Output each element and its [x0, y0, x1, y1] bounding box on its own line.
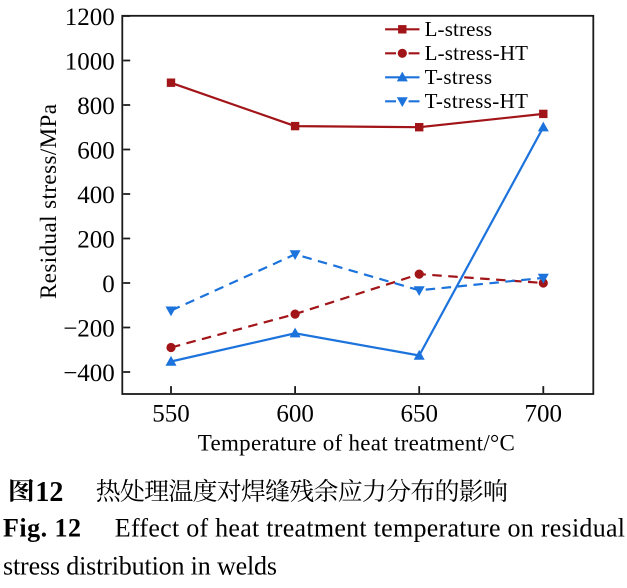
svg-text:12: 12	[35, 477, 63, 508]
svg-text:650: 650	[400, 400, 438, 427]
svg-text:0: 0	[102, 271, 115, 298]
svg-text:stress distribution in welds: stress distribution in welds	[3, 552, 277, 581]
svg-text:400: 400	[77, 182, 115, 209]
svg-text:L-stress-HT: L-stress-HT	[425, 41, 529, 65]
svg-text:Fig. 12: Fig. 12	[3, 514, 81, 543]
svg-text:700: 700	[525, 400, 563, 427]
svg-text:1000: 1000	[65, 49, 115, 76]
svg-text:600: 600	[77, 138, 115, 165]
svg-text:200: 200	[77, 227, 115, 254]
svg-text:800: 800	[77, 93, 115, 120]
svg-text:550: 550	[152, 400, 190, 427]
svg-text:600: 600	[276, 400, 314, 427]
svg-text:T-stress: T-stress	[425, 65, 493, 89]
svg-text:Effect of heat treatment tempe: Effect of heat treatment temperature on …	[115, 514, 625, 543]
svg-text:−400: −400	[63, 360, 115, 387]
svg-text:1200: 1200	[65, 4, 115, 31]
svg-text:L-stress: L-stress	[425, 17, 493, 41]
svg-text:T-stress-HT: T-stress-HT	[425, 89, 529, 113]
svg-text:Temperature of heat treatment/: Temperature of heat treatment/°C	[198, 431, 515, 456]
svg-text:Residual stress/MPa: Residual stress/MPa	[36, 104, 61, 299]
svg-text:−200: −200	[63, 316, 115, 343]
